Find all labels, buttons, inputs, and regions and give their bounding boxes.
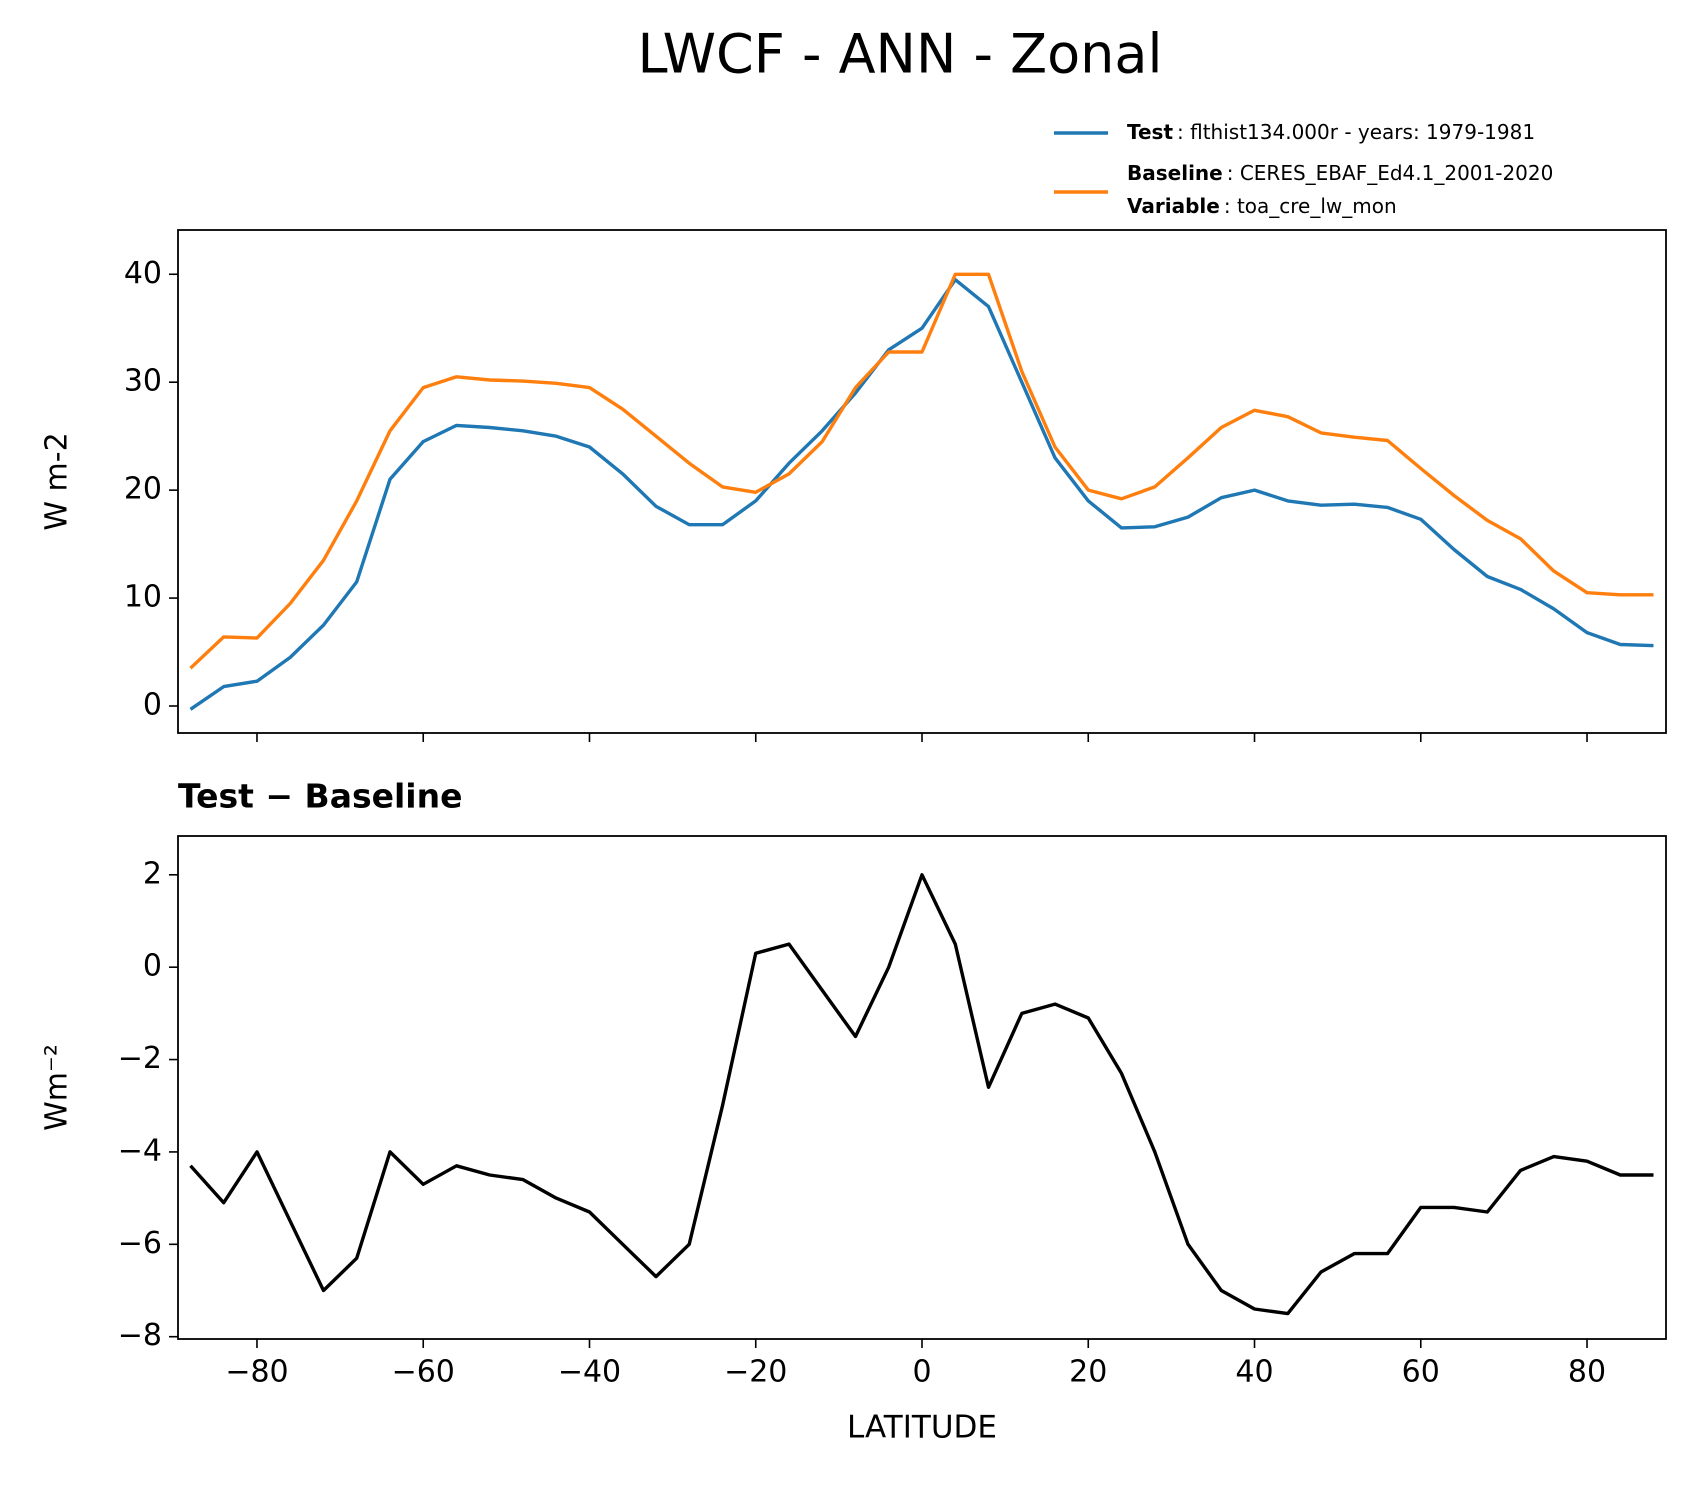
- y-tick-label: 10: [124, 580, 162, 615]
- y-tick-label: 2: [143, 856, 162, 891]
- data-line: [189, 873, 1654, 1316]
- legend-entry: Variable: toa_cre_lw_mon: [1127, 194, 1397, 218]
- axes-title: Test − Baseline: [178, 777, 463, 816]
- y-tick-label: 0: [143, 949, 162, 984]
- x-tick-label: −80: [225, 1355, 288, 1390]
- y-tick-label: −6: [118, 1226, 162, 1261]
- x-tick-label: 20: [1069, 1355, 1107, 1390]
- y-tick-label: −2: [118, 1041, 162, 1076]
- axes-frame: [177, 835, 1667, 1340]
- legend-entry: Baseline: CERES_EBAF_Ed4.1_2001-2020: [1127, 161, 1553, 185]
- legend-entry: Test: flthist134.000r - years: 1979-1981: [1127, 120, 1535, 144]
- data-line: [189, 278, 1654, 711]
- x-tick-label: 40: [1235, 1355, 1273, 1390]
- y-tick-label: 20: [124, 472, 162, 507]
- x-tick-label: −60: [392, 1355, 455, 1390]
- y-tick-label: 0: [143, 688, 162, 723]
- figure-title: LWCF - ANN - Zonal: [638, 23, 1163, 86]
- y-axis-label: W m-2: [40, 432, 75, 530]
- legend-label: Baseline: [1127, 161, 1223, 185]
- y-tick-label: −4: [118, 1133, 162, 1168]
- axes-frame: [177, 229, 1667, 734]
- legend-text: : flthist134.000r - years: 1979-1981: [1177, 120, 1535, 144]
- legend-label: Test: [1127, 120, 1173, 144]
- y-tick-label: −8: [118, 1318, 162, 1353]
- y-tick-label: 40: [124, 256, 162, 291]
- x-tick-label: 60: [1402, 1355, 1440, 1390]
- x-tick-label: 80: [1568, 1355, 1606, 1390]
- legend-text: : CERES_EBAF_Ed4.1_2001-2020: [1227, 161, 1554, 185]
- data-line: [189, 272, 1654, 670]
- legend-text: : toa_cre_lw_mon: [1224, 194, 1397, 218]
- x-tick-label: 0: [912, 1355, 931, 1390]
- x-tick-label: −20: [724, 1355, 787, 1390]
- legend-label: Variable: [1127, 194, 1220, 218]
- x-tick-label: −40: [558, 1355, 621, 1390]
- y-axis-label: Wm⁻²: [40, 1044, 75, 1131]
- x-axis-label: LATITUDE: [847, 1410, 997, 1446]
- y-tick-label: 30: [124, 364, 162, 399]
